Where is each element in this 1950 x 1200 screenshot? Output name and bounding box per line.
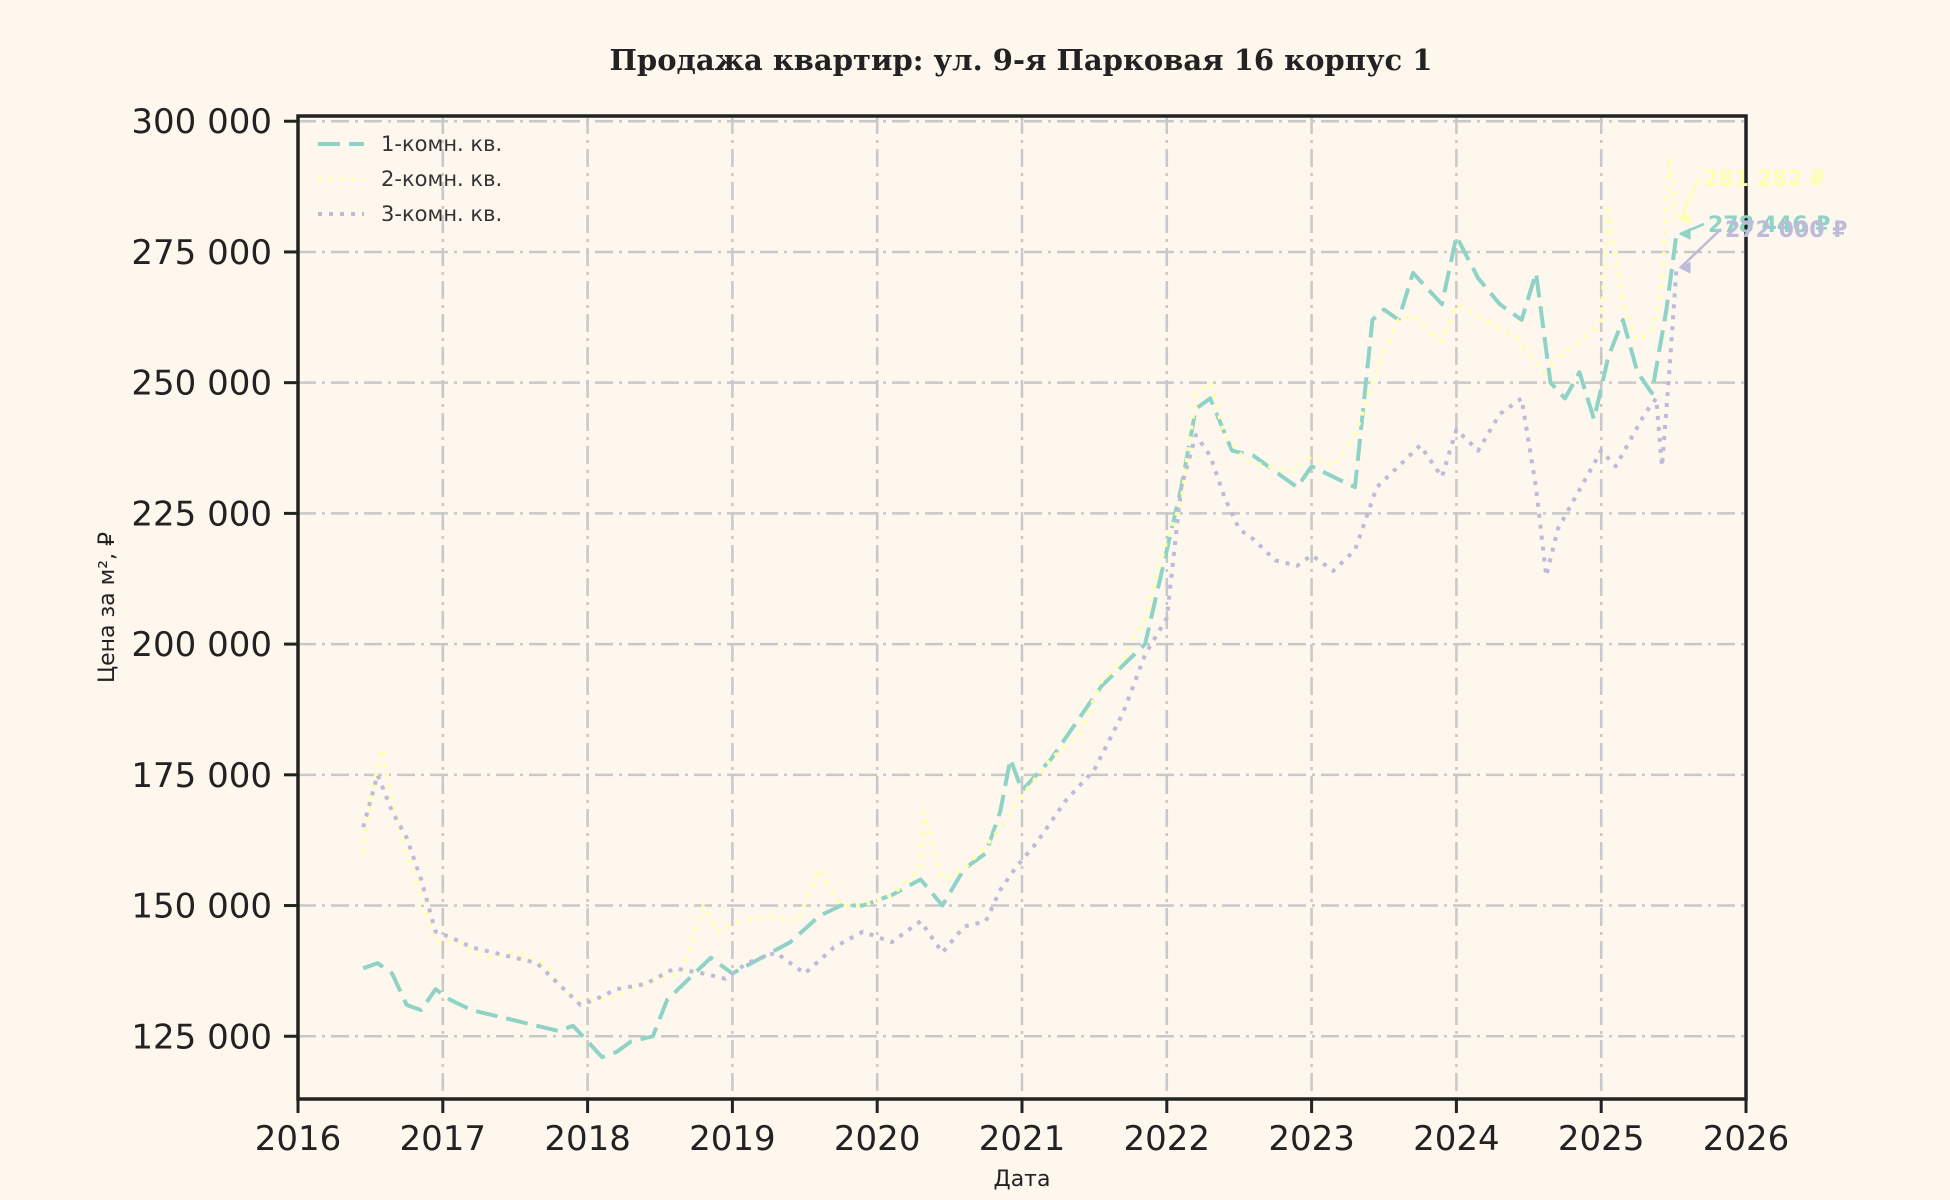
legend-label: 3-комн. кв. xyxy=(381,202,502,226)
end-label-arrowhead xyxy=(1678,261,1691,274)
chart-title: Продажа квартир: ул. 9-я Парковая 16 кор… xyxy=(610,43,1433,77)
end-value-label: 278 446 ₽ xyxy=(1708,213,1830,238)
legend: 1-комн. кв. 2-комн. кв. 3-комн. кв. xyxy=(318,132,502,226)
end-label-arrowhead xyxy=(1678,227,1691,240)
x-tick-label: 2016 xyxy=(255,1119,342,1159)
x-tick-label: 2023 xyxy=(1268,1119,1355,1159)
x-tick-label: 2025 xyxy=(1558,1119,1645,1159)
x-tick-label: 2019 xyxy=(689,1119,776,1159)
x-tick-label: 2026 xyxy=(1703,1119,1790,1159)
end-label-arrow xyxy=(1679,228,1722,269)
y-axis: 125 000 150 000 175 000 200 000 225 000 250 0… xyxy=(131,102,298,1057)
y-tick-label: 200 000 xyxy=(131,625,272,665)
x-tick-label: 2021 xyxy=(979,1119,1066,1159)
x-axis-label: Дата xyxy=(994,1167,1051,1192)
x-tick-label: 2024 xyxy=(1413,1119,1500,1159)
end-value-label: 272 000 ₽ xyxy=(1725,218,1847,243)
y-tick-label: 225 000 xyxy=(131,494,272,534)
y-tick-label: 150 000 xyxy=(131,887,272,927)
series-line-3 xyxy=(361,267,1679,1007)
series-lines xyxy=(361,155,1679,1060)
y-tick-label: 250 000 xyxy=(131,364,272,404)
y-tick-label: 175 000 xyxy=(131,756,272,796)
series-line-2 xyxy=(361,155,1679,1002)
x-tick-label: 2018 xyxy=(544,1119,631,1159)
y-tick-label: 275 000 xyxy=(131,233,272,273)
series-line-1 xyxy=(362,233,1679,1060)
end-value-annotations: 278 446 ₽ 281 282 ₽ 272 000 ₽ xyxy=(1678,167,1847,274)
grid-lines xyxy=(296,116,1748,1099)
end-label-arrowhead xyxy=(1678,213,1691,226)
x-tick-label: 2017 xyxy=(400,1119,487,1159)
x-tick-label: 2020 xyxy=(834,1119,921,1159)
x-tick-label: 2022 xyxy=(1124,1119,1211,1159)
legend-label: 2-комн. кв. xyxy=(381,167,502,191)
x-axis: 2016 2017 2018 2019 2020 2021 2022 2023 2024 2025… xyxy=(255,1099,1790,1159)
y-tick-label: 125 000 xyxy=(131,1017,272,1057)
y-tick-label: 300 000 xyxy=(131,102,272,142)
y-axis-label: Цена за м², ₽ xyxy=(95,532,120,683)
end-value-label: 281 282 ₽ xyxy=(1703,167,1825,192)
legend-label: 1-комн. кв. xyxy=(381,132,502,156)
end-label-arrow xyxy=(1679,177,1701,220)
